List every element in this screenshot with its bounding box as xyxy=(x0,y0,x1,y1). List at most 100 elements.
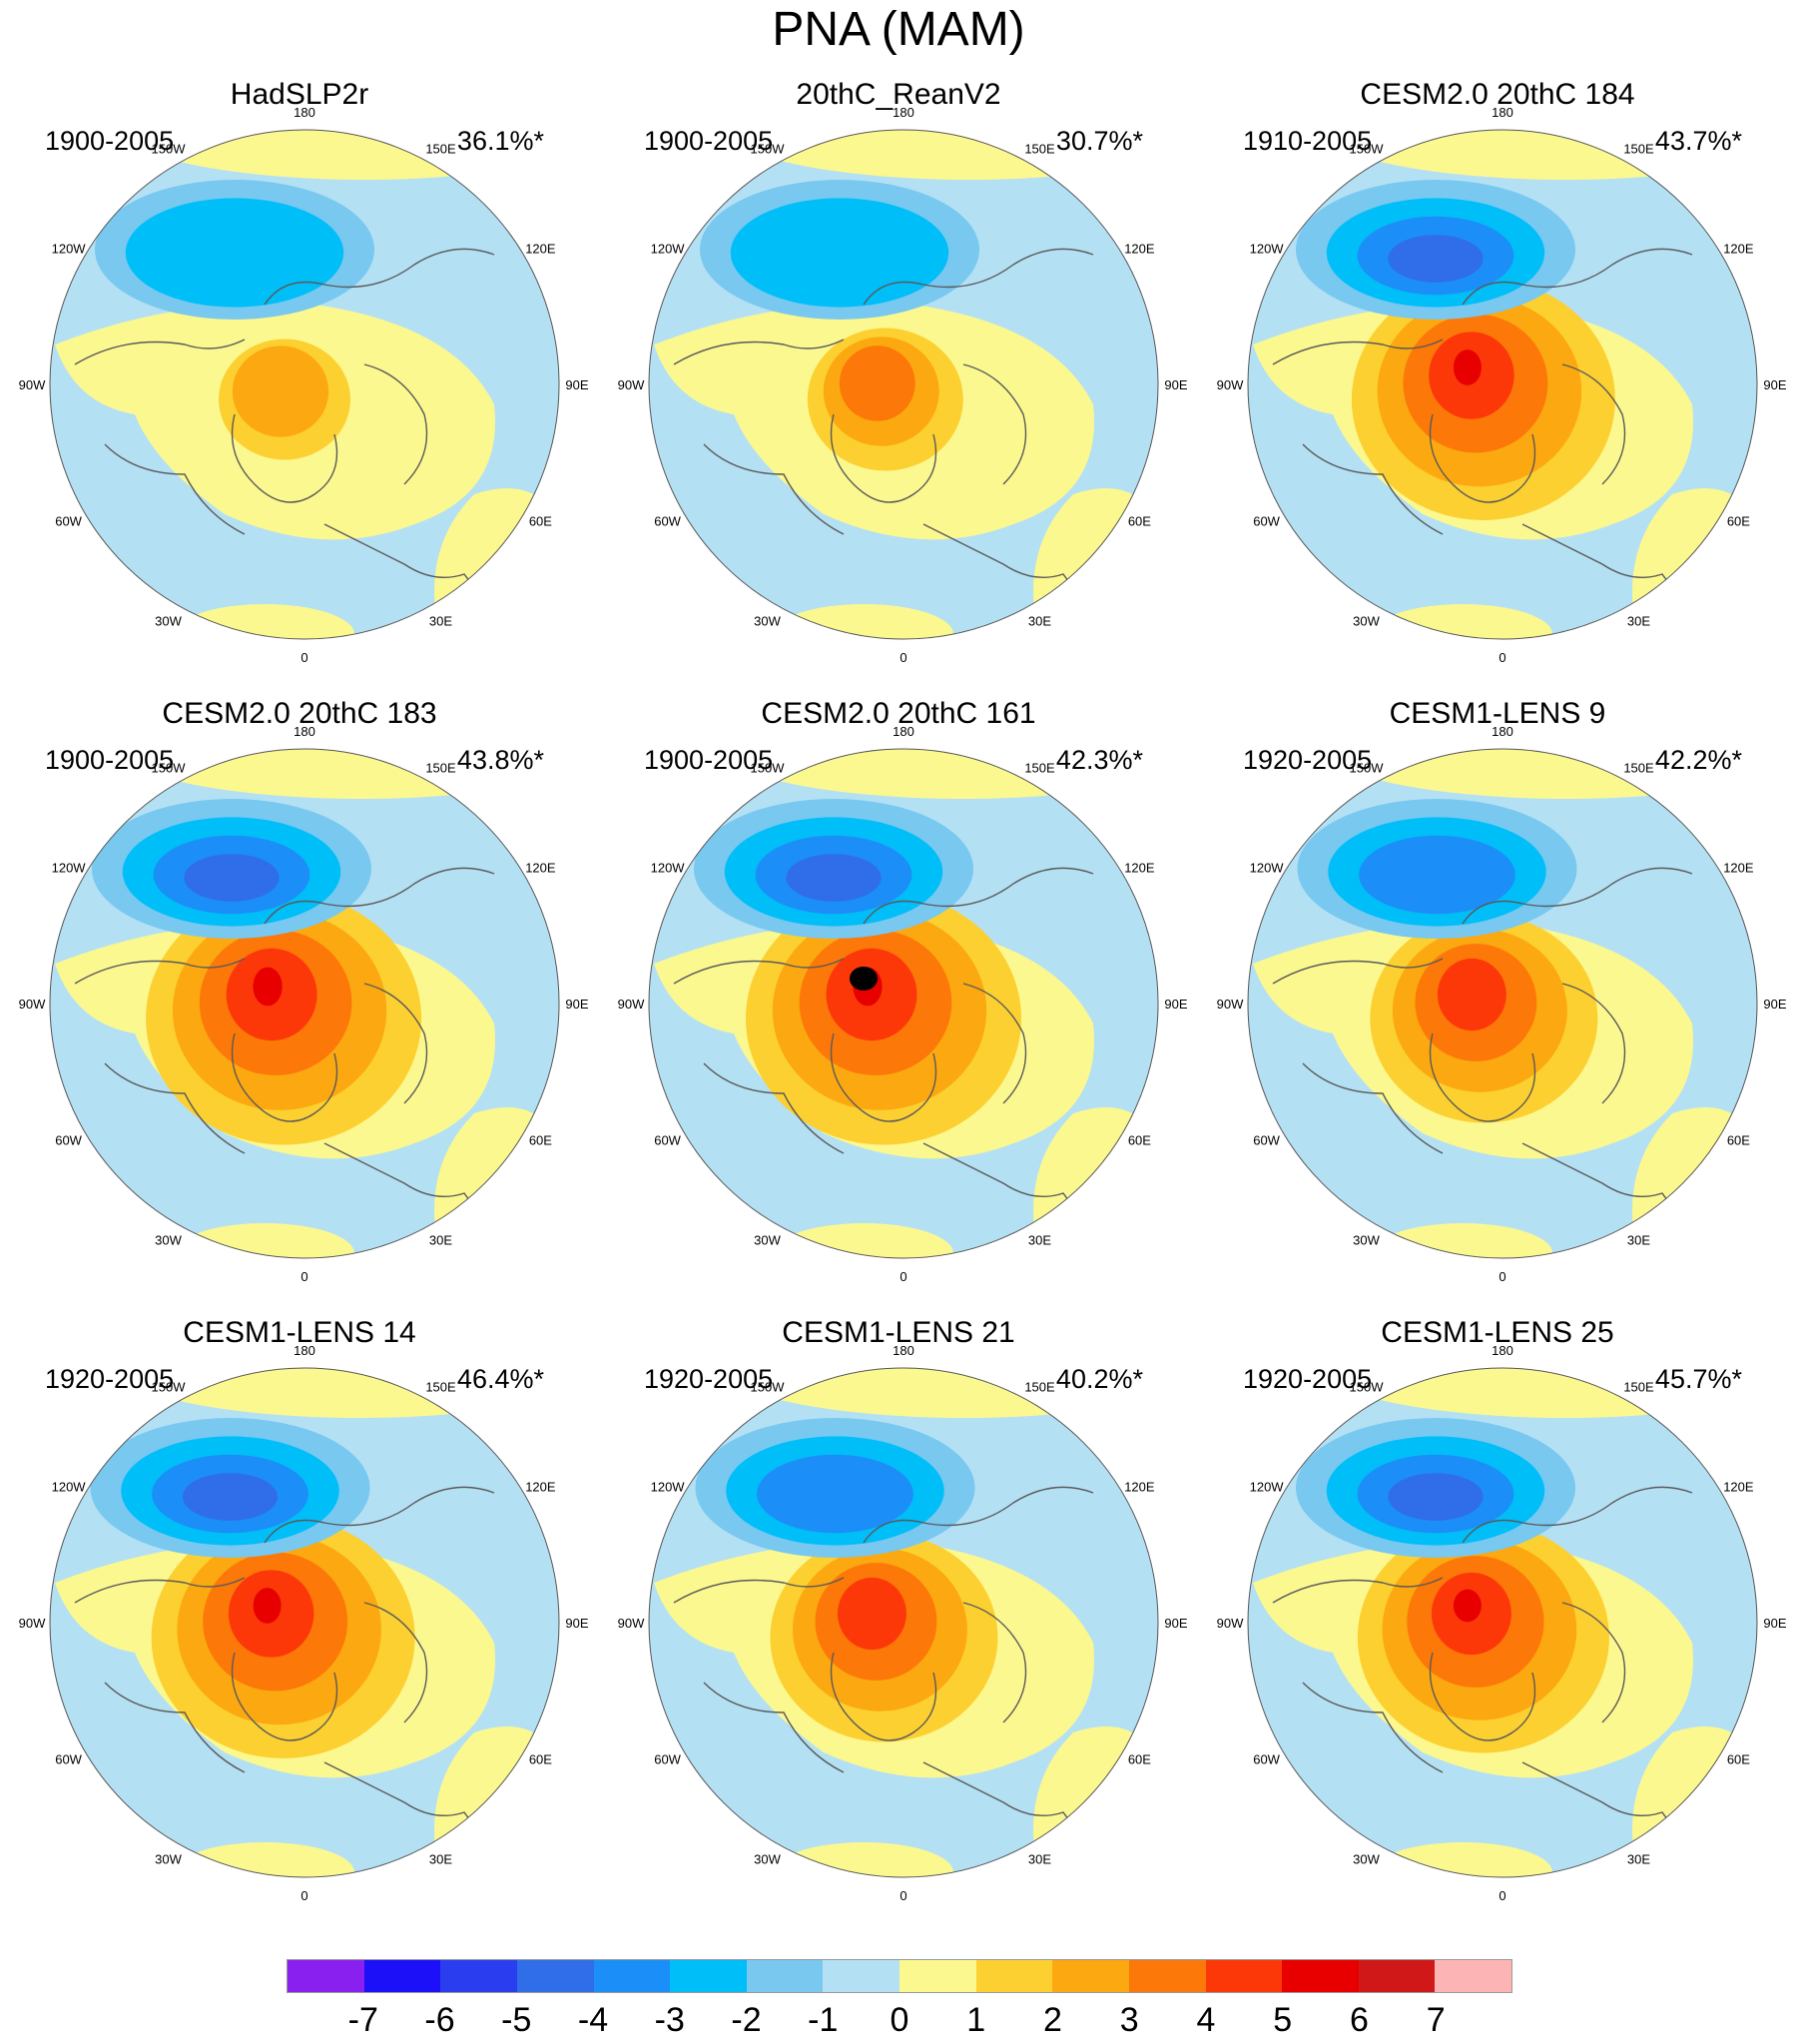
longitude-label: 120E xyxy=(525,861,556,876)
colorbar-swatch xyxy=(746,1960,824,1992)
coastline xyxy=(1272,1577,1444,1604)
longitude-label: 60E xyxy=(1128,514,1151,529)
longitude-label: 0 xyxy=(300,1888,307,1903)
longitude-label: 180 xyxy=(1492,1343,1513,1358)
panel-title: 20thC_ReanV2 xyxy=(796,78,1001,111)
map-panel-8: CESM1-LENS 21 1920-2005 40.2%* 180 150E 120E 9… xyxy=(599,1313,1198,1932)
panel-title: CESM2.0 20thC 161 xyxy=(761,697,1036,730)
longitude-label: 120E xyxy=(1723,861,1754,876)
colorbar-swatch xyxy=(363,1960,441,1992)
colorbar-label: 5 xyxy=(1273,2001,1293,2039)
coastline xyxy=(673,1577,845,1604)
panel-variance: 43.7%* xyxy=(1654,126,1742,156)
coastline xyxy=(962,983,1027,1104)
coastline xyxy=(962,1602,1027,1723)
colorbar-label: -7 xyxy=(347,2001,378,2039)
map-panel-3: CESM2.0 20thC 184 1910-2005 43.7%* 180 150E 1… xyxy=(1198,75,1797,694)
longitude-label: 120E xyxy=(525,1480,556,1495)
longitude-label: 60E xyxy=(529,514,552,529)
coastline xyxy=(863,1486,1094,1544)
longitude-label: 150W xyxy=(1350,142,1385,157)
longitude-label: 30E xyxy=(1627,1232,1650,1247)
colorbar-label: 7 xyxy=(1426,2001,1446,2039)
longitude-label: 120W xyxy=(651,1480,686,1495)
panel-period: 1920-2005 xyxy=(1243,1364,1373,1394)
colorbar-swatch xyxy=(670,1960,747,1992)
longitude-label: 120W xyxy=(52,1480,87,1495)
longitude-label: 30E xyxy=(1028,1232,1051,1247)
coastline xyxy=(1302,443,1444,535)
longitude-label: 0 xyxy=(899,650,906,665)
colorbar-labels: -7 -6 -5 -4 -3 -2 -1 0 1 2 3 4 5 6 7 xyxy=(287,1999,1512,2041)
longitude-label: 120W xyxy=(1250,861,1285,876)
positive-contour-5 xyxy=(1437,958,1506,1031)
longitude-label: 180 xyxy=(1492,724,1513,739)
colorbar-label: -2 xyxy=(731,2001,762,2039)
longitude-label: 60E xyxy=(1128,1133,1151,1148)
panel-title: CESM1-LENS 9 xyxy=(1389,697,1606,730)
panel-title: HadSLP2r xyxy=(230,78,369,111)
polar-map: 180 150E 120E 90E 60E 30E 0 30W 60W 90W 120W 150W xyxy=(618,724,1188,1284)
longitude-label: 60W xyxy=(654,1752,681,1767)
colorbar-swatch xyxy=(593,1960,671,1992)
longitude-label: 0 xyxy=(1498,650,1505,665)
polar-map: 180 150E 120E 90E 60E 30E 0 30W 60W 90W 120W 150W xyxy=(1217,724,1787,1284)
coastline xyxy=(673,958,845,985)
longitude-label: 30W xyxy=(754,1232,781,1247)
longitude-label: 90E xyxy=(565,1616,588,1631)
map-field xyxy=(1248,749,1757,1258)
map-border xyxy=(49,129,560,640)
map-panel-7: CESM1-LENS 14 1920-2005 46.4%* 180 150E 120E 9… xyxy=(0,1313,599,1932)
negative-contour-5 xyxy=(184,854,280,902)
south-edge-positive xyxy=(175,604,354,639)
panel-title: CESM2.0 20thC 184 xyxy=(1360,78,1635,111)
coastline xyxy=(703,1682,845,1773)
map-panel-5: CESM2.0 20thC 161 1900-2005 42.3%* 180 150E 1… xyxy=(599,694,1198,1313)
coastline xyxy=(104,1062,246,1154)
longitude-label: 30W xyxy=(155,613,182,628)
longitude-label: 90W xyxy=(618,1616,645,1631)
map-panel-6: CESM1-LENS 9 1920-2005 42.2%* 180 150E 120E 90… xyxy=(1198,694,1797,1313)
coastline xyxy=(363,1602,428,1723)
south-edge-positive xyxy=(774,1842,953,1877)
longitude-label: 150W xyxy=(751,761,786,776)
coastline xyxy=(863,248,1094,306)
figure-title: PNA (MAM) xyxy=(772,3,1025,56)
longitude-label: 30W xyxy=(754,1851,781,1866)
panel-variance: 36.1%* xyxy=(456,126,544,156)
map-border xyxy=(49,1367,560,1878)
south-edge-positive xyxy=(175,1223,354,1258)
longitude-label: 120W xyxy=(52,242,87,257)
south-edge-positive xyxy=(175,1842,354,1877)
coastline xyxy=(830,1032,937,1122)
negative-contour-5 xyxy=(1388,1473,1484,1521)
coastline xyxy=(231,413,338,503)
coastline xyxy=(863,867,1094,925)
longitude-label: 90W xyxy=(1217,1616,1244,1631)
longitude-label: 30E xyxy=(429,613,452,628)
panel-variance: 40.2%* xyxy=(1055,1364,1143,1394)
longitude-label: 120E xyxy=(1723,1480,1754,1495)
longitude-label: 120E xyxy=(1723,242,1754,257)
colorbar-label: -4 xyxy=(577,2001,609,2039)
longitude-label: 60W xyxy=(654,514,681,529)
longitude-label: 0 xyxy=(1498,1888,1505,1903)
longitude-label: 180 xyxy=(893,1343,914,1358)
coastline xyxy=(264,248,495,306)
coastline xyxy=(104,1682,246,1773)
longitude-label: 30W xyxy=(1353,1232,1380,1247)
longitude-label: 180 xyxy=(294,1343,315,1358)
longitude-label: 30E xyxy=(1028,613,1051,628)
map-panel-9: CESM1-LENS 25 1920-2005 45.7%* 180 150E 120E 9… xyxy=(1198,1313,1797,1932)
south-edge-positive xyxy=(1373,1842,1552,1877)
colorbar-label: 6 xyxy=(1350,2001,1369,2039)
longitude-label: 0 xyxy=(1498,1269,1505,1284)
map-field xyxy=(50,1368,559,1877)
longitude-label: 150W xyxy=(751,1380,786,1395)
longitude-label: 30W xyxy=(155,1232,182,1247)
longitude-label: 90W xyxy=(1217,377,1244,392)
map-field xyxy=(649,749,1158,1258)
longitude-label: 150E xyxy=(1024,761,1055,776)
panel-period: 1910-2005 xyxy=(1243,126,1373,156)
colorbar-swatch xyxy=(823,1960,899,1992)
